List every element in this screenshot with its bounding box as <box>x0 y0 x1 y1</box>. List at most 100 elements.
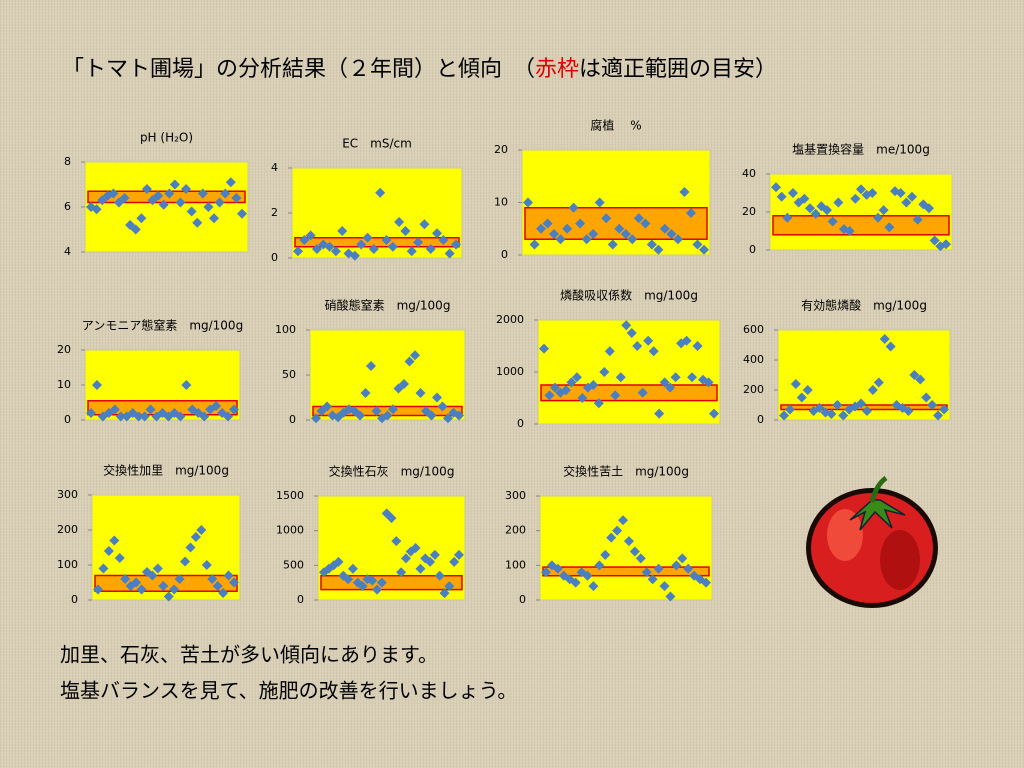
data-point <box>629 546 640 557</box>
chart-title: 硝酸態窒素 mg/100g <box>325 298 451 313</box>
data-point <box>368 244 379 254</box>
data-point <box>229 577 239 588</box>
data-point <box>529 239 540 250</box>
data-point <box>601 213 612 224</box>
data-point <box>640 218 651 229</box>
data-point <box>93 584 103 595</box>
data-point <box>415 388 426 398</box>
data-point <box>201 560 212 570</box>
data-point <box>647 574 658 585</box>
data-point <box>404 356 415 367</box>
data-point <box>443 413 453 424</box>
data-point <box>884 222 895 233</box>
data-point <box>91 204 102 215</box>
data-point <box>885 341 896 352</box>
data-point <box>196 525 207 535</box>
data-point <box>681 335 692 346</box>
data-point <box>844 226 855 236</box>
data-point <box>237 208 247 219</box>
data-point <box>683 563 694 574</box>
data-point <box>406 246 417 257</box>
data-point <box>199 411 210 422</box>
data-point <box>429 549 440 560</box>
data-point <box>594 197 605 208</box>
data-point <box>826 409 837 419</box>
data-point <box>98 563 109 574</box>
data-point <box>451 239 461 250</box>
data-point <box>109 404 120 415</box>
y-tick-label: 500 <box>283 558 304 571</box>
data-point <box>197 188 208 199</box>
data-point <box>130 224 141 235</box>
data-point <box>779 410 789 421</box>
data-point <box>588 229 599 239</box>
data-point <box>879 334 890 344</box>
data-point <box>607 239 618 250</box>
data-point <box>856 184 866 195</box>
data-point <box>410 350 420 361</box>
data-point <box>103 546 114 556</box>
y-tick-label: 600 <box>743 323 764 336</box>
y-tick-label: 100 <box>505 558 526 571</box>
data-point <box>311 244 322 254</box>
data-point <box>687 372 698 383</box>
data-point <box>119 193 130 203</box>
data-point <box>356 239 367 250</box>
data-point <box>376 577 387 588</box>
chart-title: 腐植 % <box>590 118 641 133</box>
data-point <box>903 406 914 416</box>
tomato-illustration <box>806 475 938 608</box>
data-point <box>432 392 442 403</box>
data-point <box>915 374 926 385</box>
data-point <box>833 197 844 208</box>
data-point <box>867 188 878 198</box>
data-point <box>114 553 125 563</box>
data-point <box>207 574 218 584</box>
data-point <box>400 226 411 236</box>
data-point <box>231 193 242 203</box>
data-point <box>86 408 96 418</box>
data-point <box>108 188 119 199</box>
data-point <box>386 513 397 524</box>
data-point <box>568 202 579 213</box>
data-point <box>861 406 872 416</box>
data-point <box>672 234 683 245</box>
y-tick-label: 300 <box>57 488 78 501</box>
data-point <box>895 188 906 198</box>
y-tick-label: 1500 <box>276 489 304 502</box>
title-part: 「トマト圃場」の分析結果（２年間）と傾向 （ <box>62 57 535 82</box>
data-point <box>343 574 354 585</box>
data-point <box>867 385 878 395</box>
data-point <box>347 563 358 574</box>
data-point <box>382 410 393 421</box>
data-point <box>796 392 807 403</box>
y-tick-label: 10 <box>57 378 71 391</box>
data-point <box>322 401 332 412</box>
data-point <box>438 235 449 245</box>
data-point <box>933 410 944 421</box>
data-point <box>169 179 180 190</box>
y-tick-label: 200 <box>505 524 526 537</box>
data-point <box>832 400 843 410</box>
chart-title: 塩基置換容量 me/100g <box>792 142 930 157</box>
data-point <box>599 367 610 377</box>
data-point <box>659 223 670 234</box>
data-point <box>536 223 547 234</box>
y-tick-label: 200 <box>743 383 764 396</box>
data-point <box>878 205 889 216</box>
data-point <box>432 228 443 239</box>
data-point <box>152 563 163 574</box>
y-tick-label: 0 <box>517 417 524 430</box>
data-point <box>141 184 152 194</box>
y-tick-label: 0 <box>271 251 278 264</box>
data-point <box>131 577 142 588</box>
data-point <box>941 239 951 250</box>
data-point <box>223 411 234 422</box>
chart-title: 燐酸吸収係数 mg/100g <box>560 288 698 303</box>
chart-title: EC mS/cm <box>342 137 412 151</box>
data-point <box>293 246 303 257</box>
data-point <box>425 244 436 254</box>
data-point <box>203 202 214 212</box>
data-point <box>679 187 690 197</box>
y-tick-label: 50 <box>282 368 296 381</box>
